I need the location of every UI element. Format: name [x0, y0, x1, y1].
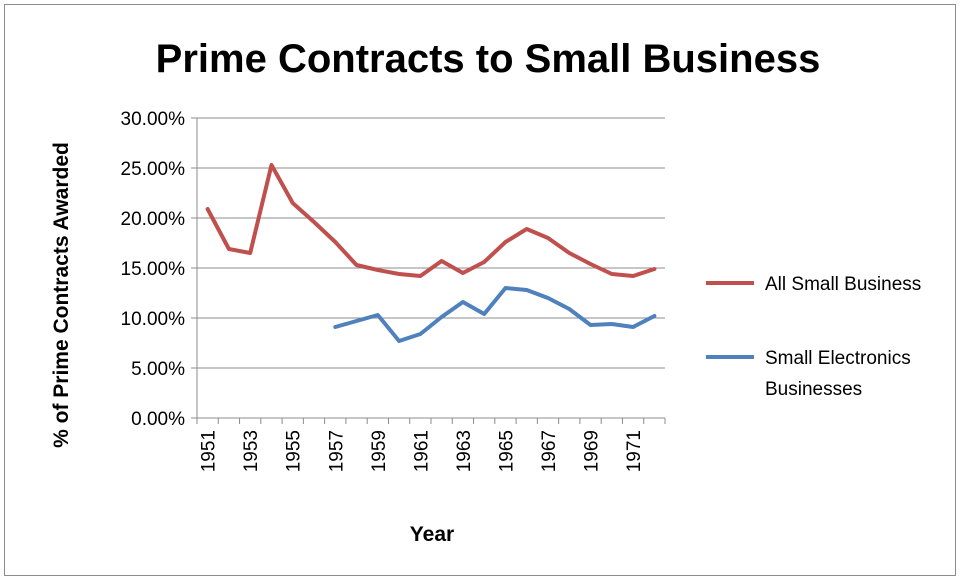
data-point — [291, 201, 295, 205]
y-tick-label: 15.00% — [121, 259, 186, 280]
data-point — [418, 332, 422, 336]
x-tick-label: 1971 — [624, 430, 645, 472]
data-point — [503, 240, 507, 244]
data-point — [482, 260, 486, 264]
data-point — [333, 325, 337, 329]
x-tick-label: 1951 — [199, 430, 220, 472]
data-point — [631, 274, 635, 278]
x-axis-title: Year — [410, 523, 454, 546]
data-point — [376, 268, 380, 272]
data-point — [418, 274, 422, 278]
x-tick-label: 1961 — [411, 430, 432, 472]
data-point — [652, 314, 656, 318]
y-tick-label: 25.00% — [121, 159, 186, 180]
data-point — [248, 251, 252, 255]
plot-area: 0.00% 5.00% 10.00% 15.00% 20.00% 25.00% 30.00%… — [121, 109, 666, 472]
data-point — [397, 339, 401, 343]
x-tick-label: 1959 — [369, 430, 390, 472]
chart-frame — [4, 4, 956, 576]
legend-label: Small Electronics Businesses — [765, 348, 911, 400]
x-tick-label: 1969 — [582, 430, 603, 472]
legend: All Small Business Small Electronics Busin… — [706, 274, 921, 400]
data-point — [333, 240, 337, 244]
data-point — [482, 312, 486, 316]
data-point — [440, 315, 444, 319]
chart-title: Prime Contracts to Small Business — [156, 37, 821, 81]
data-point — [397, 272, 401, 276]
data-point — [610, 272, 614, 276]
data-point — [631, 325, 635, 329]
y-tick-label: 10.00% — [121, 309, 186, 330]
data-point — [503, 286, 507, 290]
data-point — [355, 319, 359, 323]
data-point — [652, 267, 656, 271]
series-line — [205, 163, 657, 278]
data-point — [355, 263, 359, 267]
data-point — [546, 236, 550, 240]
legend-label: All Small Business — [765, 274, 921, 295]
data-point — [525, 227, 529, 231]
data-point — [589, 323, 593, 327]
data-point — [440, 259, 444, 263]
data-point — [546, 296, 550, 300]
data-point — [610, 322, 614, 326]
x-tick-label: 1955 — [284, 430, 305, 472]
y-tick-label: 5.00% — [131, 359, 185, 380]
y-tick-label: 0.00% — [131, 409, 185, 430]
data-point — [461, 271, 465, 275]
y-axis-title: % of Prime Contracts Awarded — [50, 142, 73, 448]
x-tick-label: 1963 — [454, 430, 475, 472]
data-point — [227, 247, 231, 251]
x-tick-label: 1965 — [496, 430, 517, 472]
x-tick-label: 1957 — [326, 430, 347, 472]
y-tick-label: 30.00% — [121, 109, 186, 130]
data-point — [525, 288, 529, 292]
data-point — [376, 313, 380, 317]
data-point — [312, 220, 316, 224]
x-tick-label: 1967 — [539, 430, 560, 472]
data-point — [567, 307, 571, 311]
data-point — [567, 251, 571, 255]
x-tick-label: 1953 — [241, 430, 262, 472]
series-line — [333, 286, 657, 343]
data-point — [269, 163, 273, 167]
data-point — [461, 300, 465, 304]
y-tick-label: 20.00% — [121, 209, 186, 230]
data-point — [206, 207, 210, 211]
data-point — [589, 262, 593, 266]
